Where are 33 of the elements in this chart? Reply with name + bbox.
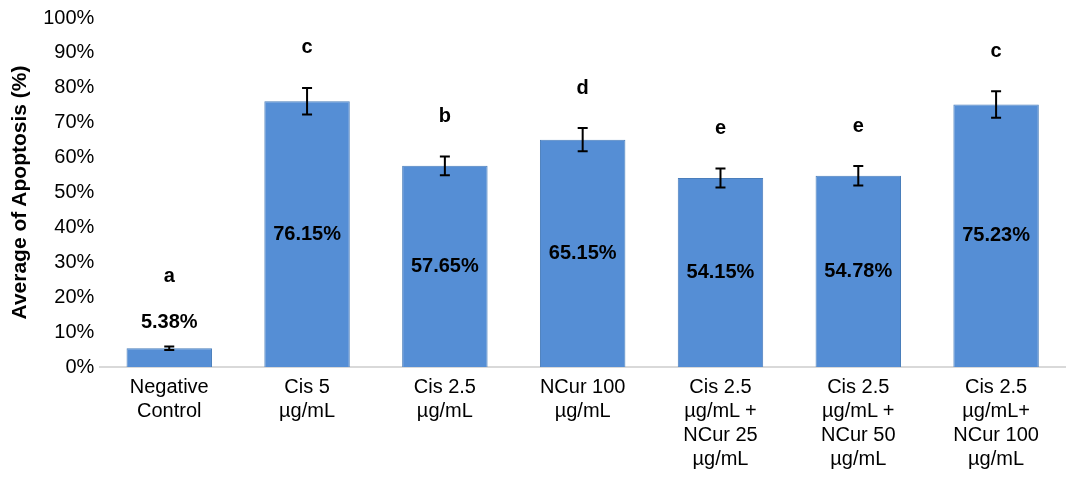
annotation: c: [990, 38, 1002, 61]
data-label: 54.78%: [824, 258, 893, 281]
x-tick-label: Cis 2.5 µg/mL: [413, 374, 476, 421]
data-label: 65.15%: [548, 240, 617, 263]
annotation: c: [301, 35, 313, 58]
annotation: d: [576, 75, 589, 98]
data-label: 54.15%: [686, 260, 755, 283]
annotation: e: [714, 116, 727, 139]
data-label: 57.65%: [410, 253, 479, 276]
y-tick-label: 80%: [54, 75, 95, 98]
y-tick-label: 100%: [43, 5, 95, 28]
annotation: a: [163, 263, 176, 286]
x-tick-label: Cis 2.5 µg/mL + NCur 50 µg/mL: [821, 374, 896, 469]
x-tick-label: Cis 5 µg/mL: [279, 374, 336, 421]
x-tick-label: Cis 2.5 µg/mL + NCur 25 µg/mL: [683, 374, 758, 469]
y-tick-label: 10%: [54, 319, 95, 342]
y-tick-label: 50%: [54, 180, 95, 203]
x-tick-label: Negative Control: [129, 374, 209, 421]
x-tick-label: Cis 2.5 µg/mL+ NCur 100 µg/mL: [953, 374, 1039, 469]
y-tick-label: 60%: [54, 145, 95, 168]
y-tick-label: 20%: [54, 284, 95, 307]
y-tick-label: 0%: [65, 354, 95, 377]
annotation: b: [438, 103, 451, 126]
y-tick-label: 40%: [54, 214, 95, 237]
data-label: 5.38%: [140, 309, 198, 332]
y-tick-label: 90%: [54, 40, 95, 63]
x-tick-label: NCur 100 µg/mL: [539, 374, 626, 421]
annotation: e: [852, 113, 864, 136]
y-tick-label: 70%: [54, 110, 95, 133]
data-label: 76.15%: [273, 221, 342, 244]
y-axis-title: Average of Apoptosis (%): [7, 65, 31, 320]
data-label: 75.23%: [962, 223, 1031, 246]
y-tick-label: 30%: [54, 249, 95, 272]
